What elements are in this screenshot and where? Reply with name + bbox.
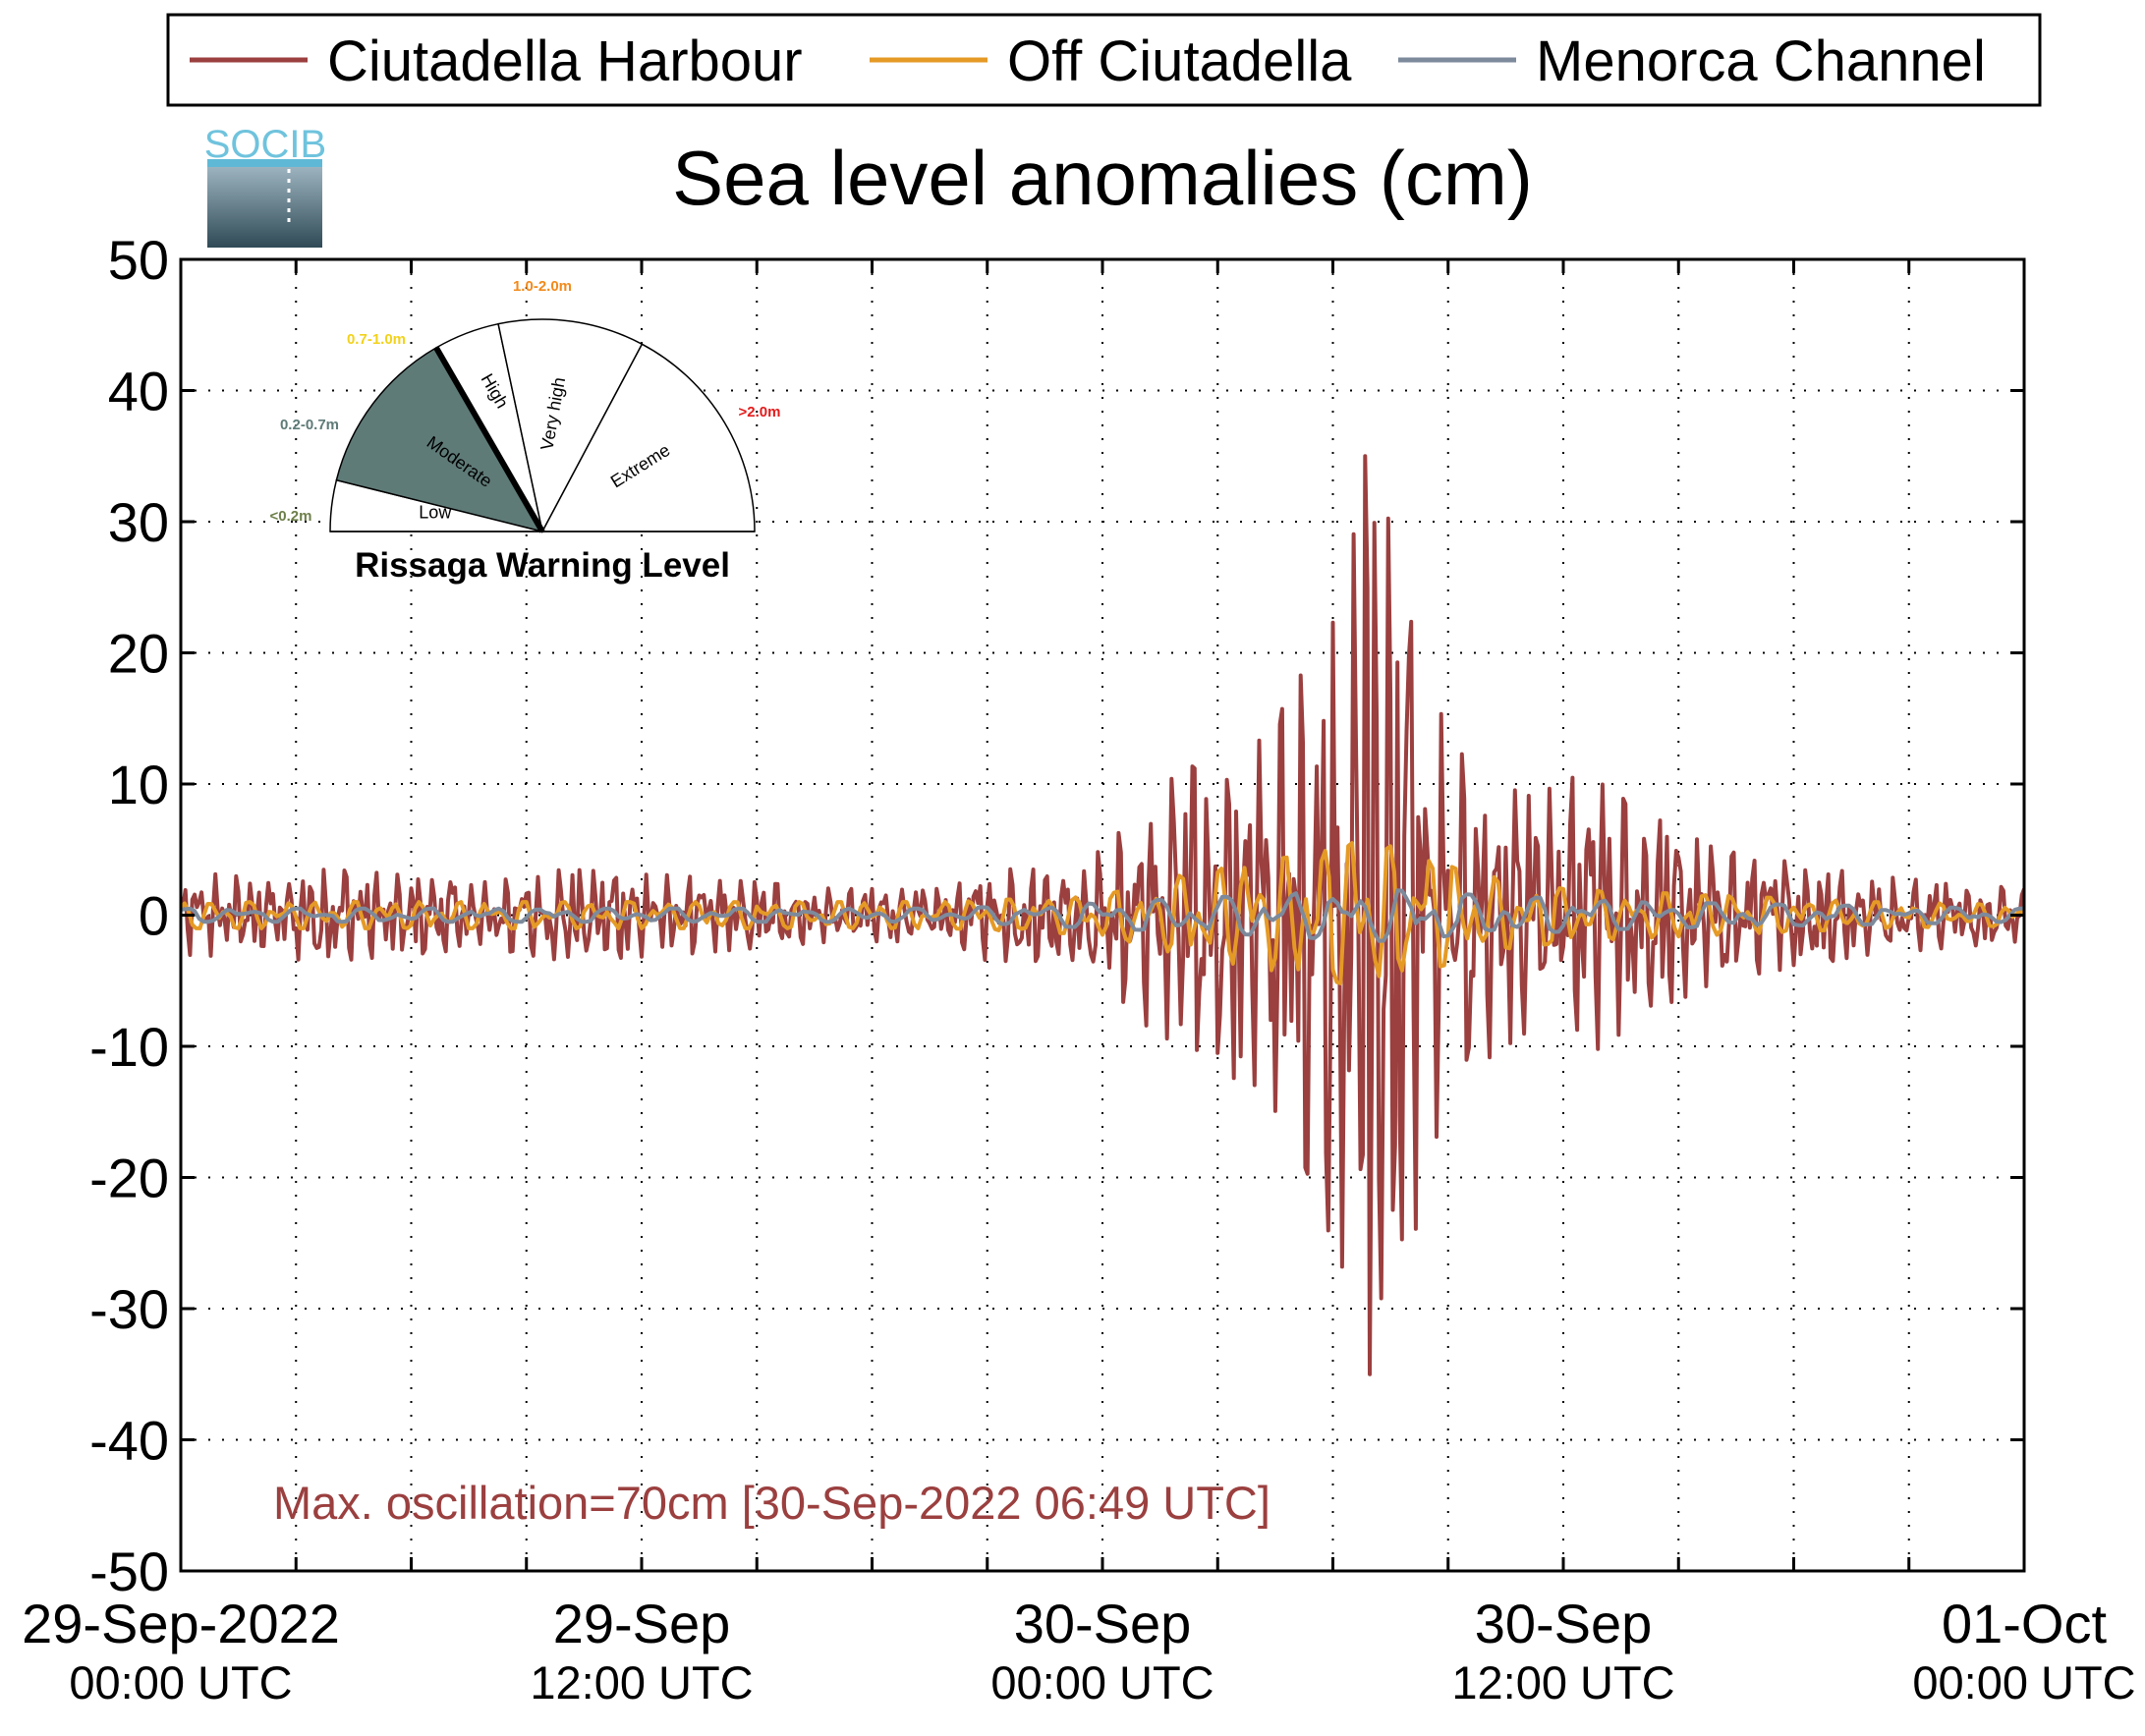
legend-label: Off Ciutadella (1007, 29, 1352, 93)
gauge-range-label: <0.2m (270, 508, 312, 525)
legend-box (166, 13, 2042, 107)
socib-logo-text: SOCIB (204, 123, 326, 166)
gauge-title: Rissaga Warning Level (355, 546, 730, 585)
rissaga-gauge: Low<0.2mModerate0.2-0.7mHigh0.7-1.0mVery… (270, 278, 781, 534)
gauge-sector (540, 343, 756, 532)
gauge-sector-label: Low (419, 503, 452, 523)
y-tick-label: -10 (89, 1016, 169, 1078)
y-tick-label: -20 (89, 1148, 169, 1209)
gauge-sector (335, 346, 544, 533)
y-axis: 50 40 30 20 10 0 -10 -20 -30 -40 -50 (89, 229, 2024, 1602)
y-tick-label: -40 (89, 1410, 169, 1472)
y-tick-label: -30 (89, 1278, 169, 1340)
y-tick-label: 20 (108, 623, 169, 685)
x-tick-label-date: 01-Oct (1942, 1593, 2107, 1654)
chart-title: Sea level anomalies (cm) (672, 135, 1533, 221)
y-tick-label: 10 (108, 754, 169, 815)
gauge-range-label: 0.2-0.7m (280, 417, 339, 433)
x-tick-label-time: 00:00 UTC (990, 1656, 1214, 1708)
x-tick-label-date: 30-Sep (1014, 1593, 1192, 1654)
gauge-range-label: >2.0m (739, 404, 781, 420)
legend-label: Ciutadella Harbour (327, 29, 803, 93)
y-tick-label: 0 (139, 885, 169, 947)
legend-label: Menorca Channel (1536, 29, 1986, 93)
max-oscillation-annotation: Max. oscillation=70cm [30-Sep-2022 06:49… (273, 1477, 1270, 1529)
y-tick-label: 50 (108, 229, 169, 291)
series-line (181, 841, 2024, 985)
series-line (181, 888, 2024, 943)
x-tick-label-date: 29-Sep (553, 1593, 731, 1654)
y-tick-label: 30 (108, 491, 169, 553)
socib-logo-mark (207, 165, 322, 248)
gauge-needle (433, 346, 545, 533)
legend: Ciutadella Harbour Off Ciutadella Menorca … (166, 13, 2042, 107)
x-tick-label-time: 12:00 UTC (1451, 1656, 1674, 1708)
gauge-sector (497, 318, 644, 534)
y-tick-label: 40 (108, 361, 169, 422)
x-tick-label-date: 29-Sep-2022 (22, 1593, 340, 1654)
socib-logo: SOCIB (204, 123, 326, 248)
x-tick-label-date: 30-Sep (1475, 1593, 1653, 1654)
x-tick-label-time: 00:00 UTC (69, 1656, 292, 1708)
gauge-range-label: 1.0-2.0m (513, 278, 572, 295)
x-tick-label-time: 12:00 UTC (530, 1656, 753, 1708)
gauge-range-label: 0.7-1.0m (347, 331, 406, 348)
x-tick-label-time: 00:00 UTC (1912, 1656, 2135, 1708)
y-tick-label: -50 (89, 1540, 169, 1602)
